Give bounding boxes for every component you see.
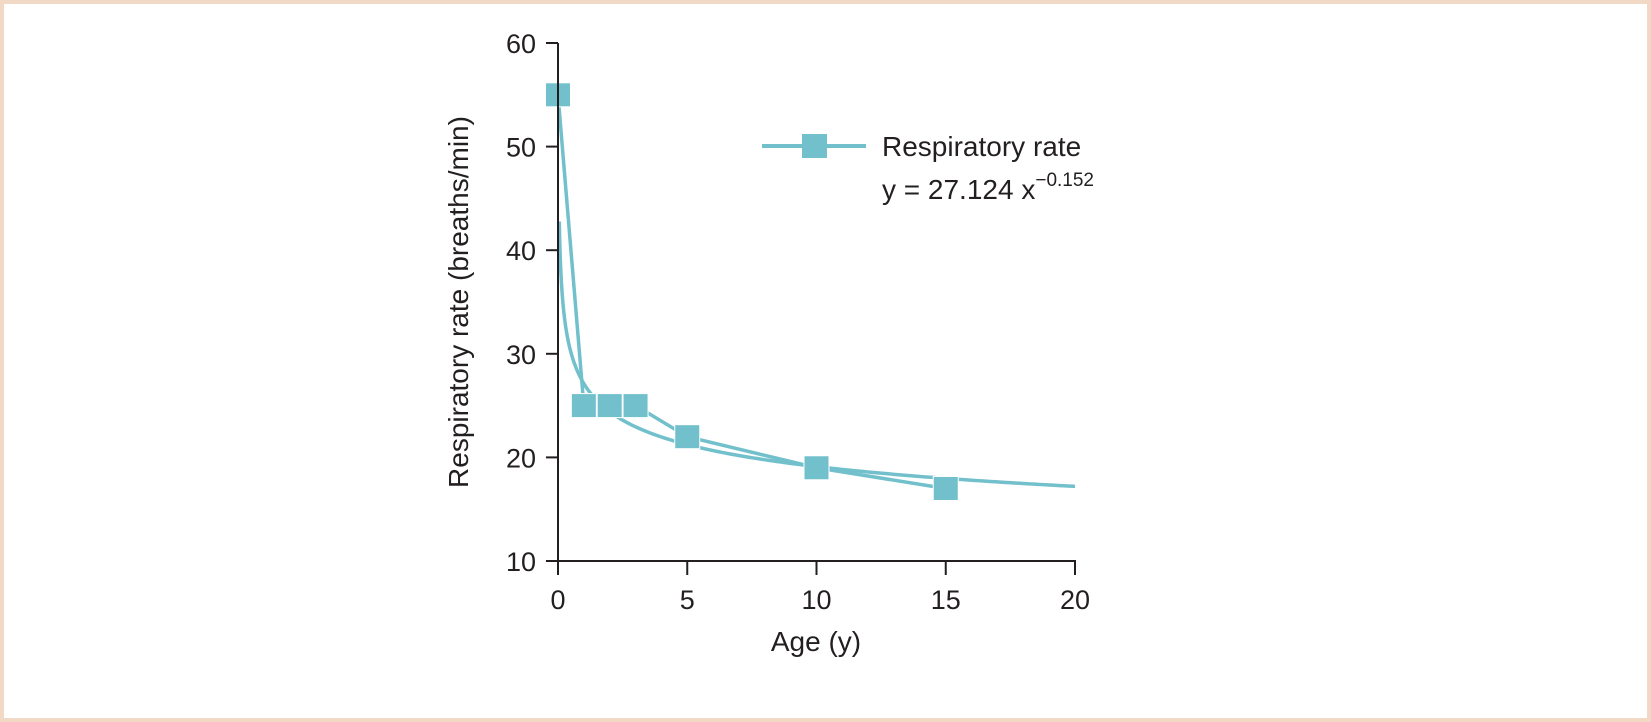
data-point-marker — [803, 455, 830, 481]
data-point-marker — [596, 393, 623, 419]
data-point-marker — [570, 393, 597, 419]
y-axis-title: Respiratory rate (breaths/min) — [443, 116, 474, 488]
legend-marker — [802, 134, 827, 158]
x-tick-label: 5 — [680, 585, 695, 615]
x-axis-title: Age (y) — [771, 626, 861, 657]
y-tick-label: 30 — [506, 340, 536, 370]
x-tick-label: 10 — [801, 585, 831, 615]
y-tick-label: 60 — [506, 29, 536, 59]
legend-equation-exponent: −0.152 — [1035, 170, 1094, 191]
legend: Respiratory rate y = 27.124 x−0.152 — [762, 131, 1094, 205]
y-tick-label: 20 — [506, 443, 536, 473]
trendline — [557, 221, 1076, 489]
legend-equation-base: y = 27.124 x — [882, 174, 1035, 205]
legend-equation: y = 27.124 x−0.152 — [882, 170, 1094, 205]
legend-series-label: Respiratory rate — [882, 131, 1081, 162]
y-tick-label: 50 — [506, 133, 536, 163]
x-tick-label: 15 — [931, 585, 961, 615]
x-tick-label: 20 — [1060, 585, 1090, 615]
y-tick-label: 40 — [506, 236, 536, 266]
data-point-marker — [674, 424, 701, 450]
data-point-marker — [622, 393, 649, 419]
data-point-marker — [932, 475, 959, 501]
y-tick-label: 10 — [506, 547, 536, 577]
x-tick-label: 0 — [550, 585, 565, 615]
